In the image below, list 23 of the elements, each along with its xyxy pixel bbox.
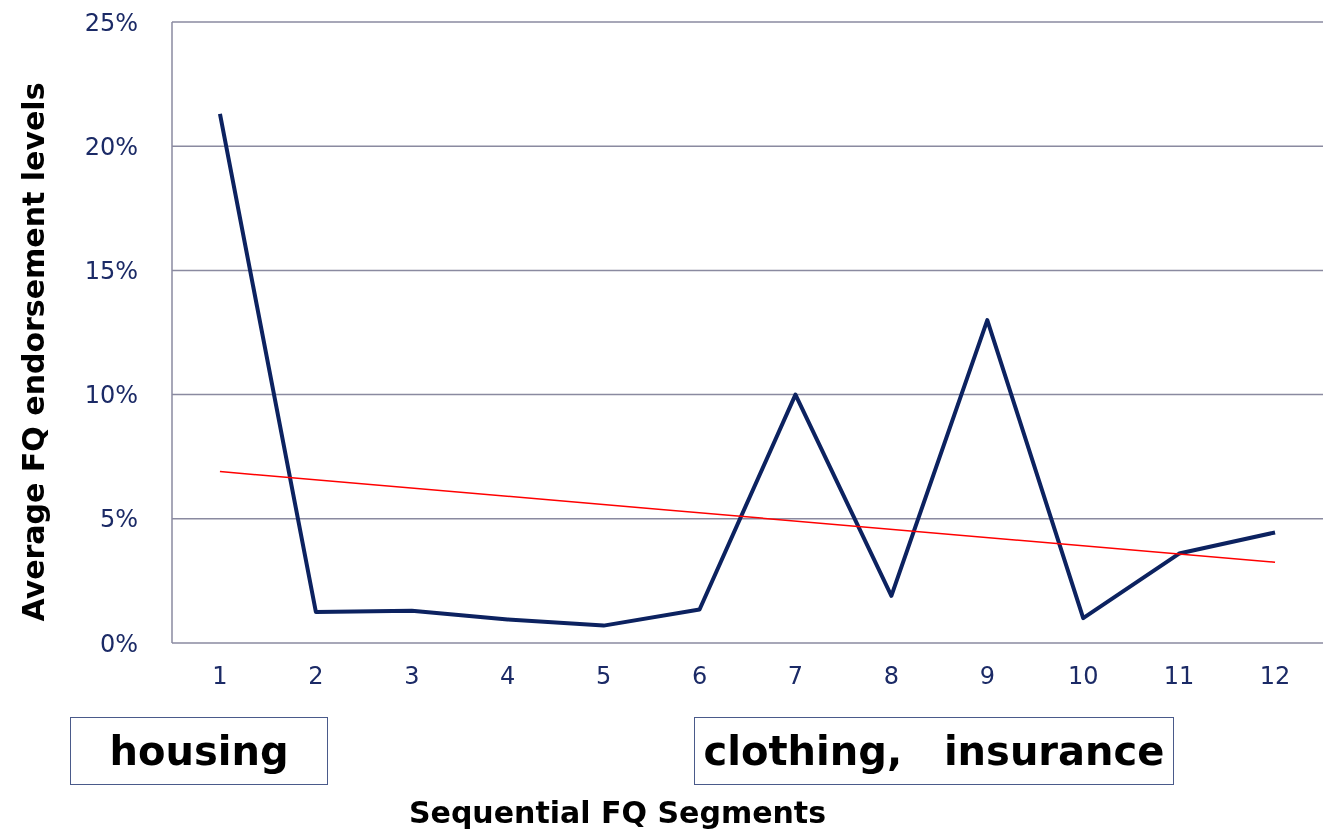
x-tick-label: 3 (404, 662, 420, 691)
x-axis-title: Sequential FQ Segments (407, 795, 828, 830)
y-tick-label: 10% (84, 381, 138, 410)
x-tick-label: 8 (883, 662, 900, 691)
y-tick-label: 0% (99, 629, 138, 658)
x-tick-label: 6 (691, 662, 708, 691)
x-tick-label: 4 (500, 662, 516, 691)
x-tick-label: 2 (308, 662, 324, 691)
line-series (217, 111, 1278, 628)
x-tick-label: 12 (1259, 662, 1291, 691)
x-tick-label: 5 (595, 662, 612, 691)
y-tick-label: 20% (84, 132, 138, 161)
y-tick-label: 15% (84, 256, 138, 285)
x-tick-label: 11 (1163, 662, 1195, 691)
x-tick-label: 7 (787, 662, 804, 691)
x-tick-label: 9 (979, 662, 995, 691)
y-tick-label: 5% (99, 505, 138, 534)
y-axis-title: Average FQ endorsement levels (15, 82, 51, 622)
text: clothing, insurance (694, 717, 1174, 785)
text: housing (70, 717, 328, 785)
x-tick-label: 10 (1067, 662, 1099, 691)
x-tick-label: 1 (212, 662, 228, 691)
y-tick-label: 25% (84, 8, 138, 37)
